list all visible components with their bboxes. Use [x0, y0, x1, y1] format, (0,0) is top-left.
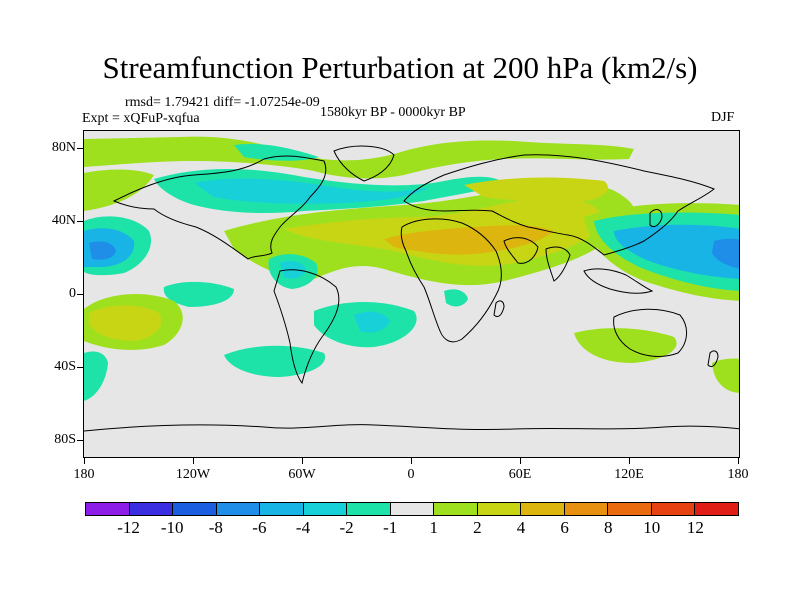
lon-label-60e: 60E — [508, 467, 532, 482]
lon-label-180e: 180 — [727, 467, 749, 482]
colorbar-swatch — [608, 503, 652, 515]
lon-label-120w: 120W — [175, 467, 211, 482]
lon-label-120e: 120E — [614, 467, 644, 482]
colorbar-label: 4 — [516, 518, 526, 537]
colorbar-swatch — [216, 503, 261, 515]
period-label: 1580kyr BP - 0000kyr BP — [320, 105, 466, 120]
colorbar-label: -10 — [160, 518, 184, 537]
xtick-180e — [738, 458, 739, 464]
contour-pacific-west-deep — [89, 241, 116, 260]
colorbar — [85, 502, 739, 516]
xtick-120w — [193, 458, 194, 464]
colorbar-label: -8 — [208, 518, 223, 537]
ytick-0 — [77, 294, 83, 295]
colorbar-swatch — [695, 503, 738, 515]
colorbar-swatch — [564, 503, 609, 515]
contour-so-green-2 — [84, 351, 108, 401]
colorbar-swatch — [651, 503, 696, 515]
xtick-0 — [411, 458, 412, 464]
ytick-80n — [77, 148, 83, 149]
colorbar-label: -12 — [117, 518, 140, 537]
stats-label: rmsd= 1.79421 diff= -1.07254e-09 — [125, 95, 320, 110]
season-label: DJF — [711, 110, 735, 125]
lat-label-0: 0 — [69, 286, 76, 301]
contour-indian-cyan — [444, 289, 468, 307]
lon-label-180w: 180 — [73, 467, 95, 482]
lat-label-80s: 80S — [54, 432, 76, 447]
xtick-120e — [629, 458, 630, 464]
contour-spac-yellow — [89, 305, 162, 341]
contour-trop-spac-green — [163, 281, 234, 307]
colorbar-label: 8 — [603, 518, 613, 537]
ytick-80s — [77, 440, 83, 441]
streamfunction-map — [84, 131, 739, 457]
xtick-180w — [84, 458, 85, 464]
contour-midlat-blue — [194, 178, 429, 204]
contour-subtropic-orange — [384, 225, 554, 255]
colorbar-swatch — [129, 503, 174, 515]
colorbar-swatch — [390, 503, 435, 515]
experiment-label: Expt = xQFuP-xqfua — [82, 111, 200, 126]
colorbar-swatch — [434, 503, 478, 515]
colorbar-label: -1 — [383, 518, 398, 537]
ytick-40s — [77, 367, 83, 368]
contour-satl-blue — [354, 311, 390, 333]
map-plot-area — [83, 130, 740, 458]
lon-label-0: 0 — [407, 467, 415, 482]
colorbar-label: 6 — [560, 518, 569, 537]
contour-pacific-east-deep — [712, 238, 739, 269]
lon-label-60w: 60W — [288, 467, 316, 482]
contour-nw-green — [84, 169, 154, 211]
colorbar-swatch — [260, 503, 304, 515]
xtick-60w — [302, 458, 303, 464]
colorbar-swatch — [521, 503, 565, 515]
colorbar-label: -6 — [252, 518, 267, 537]
contour-so-green-1 — [224, 345, 326, 377]
colorbar-label: 1 — [429, 518, 439, 537]
colorbar-swatch — [173, 503, 217, 515]
colorbar-label: 12 — [686, 518, 704, 537]
colorbar-label: 10 — [643, 518, 661, 537]
coastlines — [84, 145, 739, 432]
lat-label-40n: 40N — [51, 213, 76, 228]
contour-eurasia-yellow — [464, 177, 608, 202]
colorbar-label: -2 — [339, 518, 354, 537]
lat-label-80n: 80N — [51, 140, 76, 155]
chart-title: Streamfunction Perturbation at 200 hPa (… — [102, 50, 698, 85]
contour-so-green-4 — [712, 358, 739, 393]
colorbar-label: -4 — [295, 518, 311, 537]
contour-pacific-east-blue — [614, 224, 739, 279]
colorbar-swatch — [303, 503, 348, 515]
lat-label-40s: 40S — [54, 359, 76, 374]
colorbar-label: 2 — [473, 518, 482, 537]
colorbar-swatch — [477, 503, 522, 515]
contour-arctic-green — [84, 136, 634, 179]
colorbar-swatch — [86, 503, 130, 515]
colorbar-swatch — [347, 503, 391, 515]
ytick-40n — [77, 221, 83, 222]
xtick-60e — [520, 458, 521, 464]
